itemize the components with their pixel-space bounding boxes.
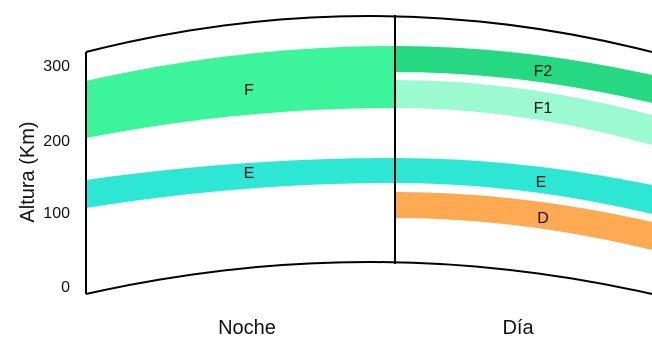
day-e-layer [395,158,652,214]
day-section-label: Día [502,317,534,337]
tick-100: 100 [43,205,70,222]
day-d-label: D [537,210,549,227]
night-f-label: F [244,82,254,99]
tick-0: 0 [61,279,70,296]
tick-200: 200 [43,133,70,150]
night-section-label: Noche [218,317,276,337]
day-e-label: E [536,174,547,191]
day-f2-layer [395,46,652,103]
top-boundary-arc [85,15,652,53]
y-axis-title: Altura (Km) [17,121,39,222]
ground-arc [85,261,652,295]
night-e-layer [86,158,395,208]
night-f-layer [86,46,395,138]
tick-300: 300 [43,58,70,75]
day-d-layer [395,192,652,250]
day-f1-layer [395,80,652,145]
day-f1-label: F1 [534,100,553,117]
day-f2-label: F2 [534,63,553,80]
night-e-label: E [244,165,255,182]
